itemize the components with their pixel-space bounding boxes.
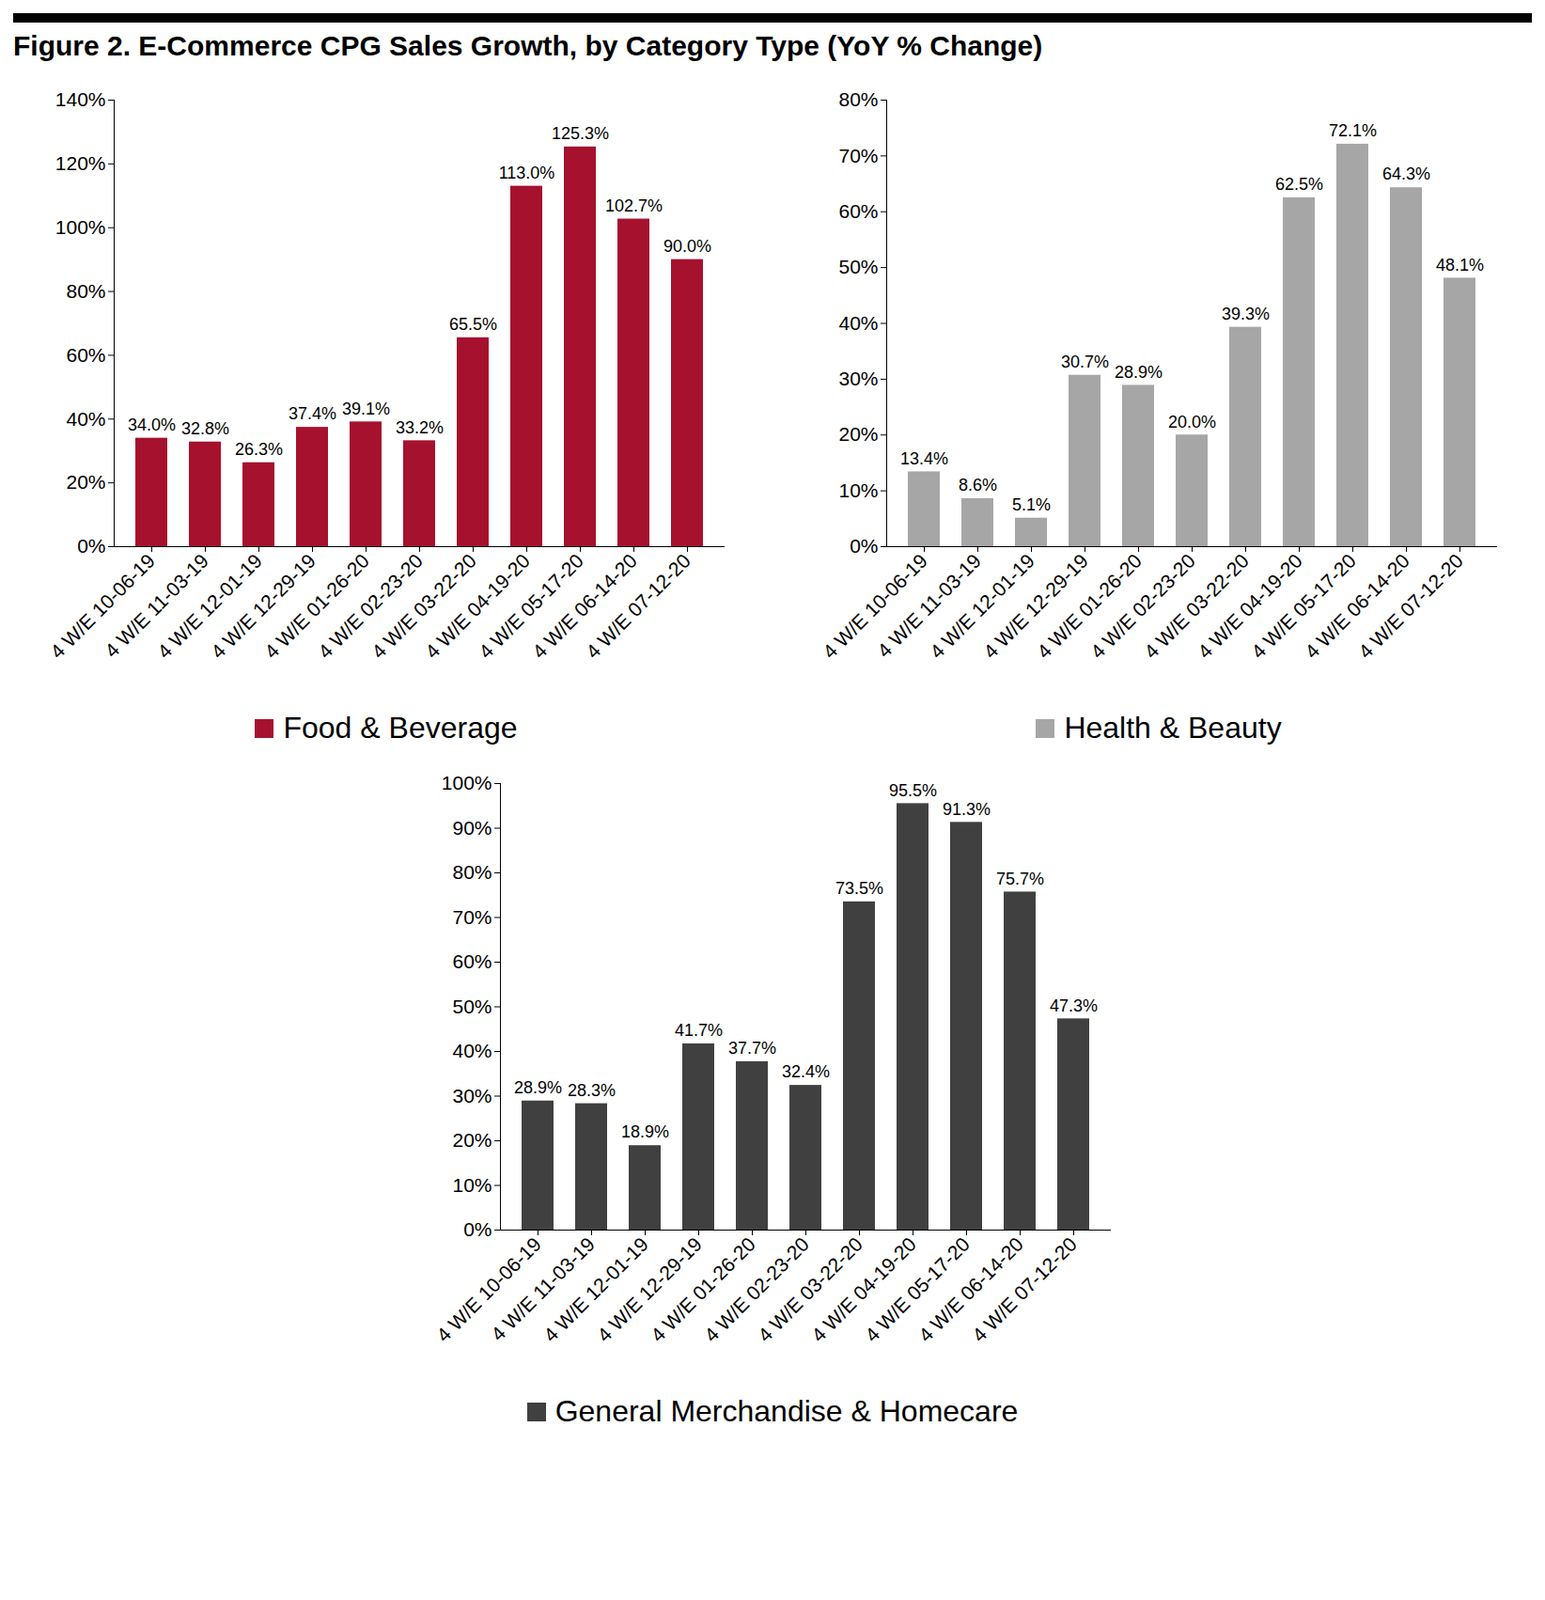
html-text:Health & Beauty: Health & Beauty (1064, 710, 1282, 745)
svg-text:26.3%: 26.3% (234, 439, 283, 459)
svg-text:100%: 100% (441, 771, 493, 794)
svg-text:4 W/E 07-12-20: 4 W/E 07-12-20 (581, 549, 695, 663)
svg-text:4 W/E 11-03-19: 4 W/E 11-03-19 (100, 549, 213, 662)
svg-text:50%: 50% (452, 995, 492, 1017)
svg-text:4 W/E 03-22-20: 4 W/E 03-22-20 (753, 1232, 867, 1346)
svg-text:72.1%: 72.1% (1328, 121, 1377, 141)
svg-text:4 W/E 07-12-20: 4 W/E 07-12-20 (967, 1232, 1081, 1346)
svg-text:37.4%: 37.4% (288, 404, 337, 423)
svg-text:20.0%: 20.0% (1168, 412, 1217, 432)
svg-text:28.9%: 28.9% (514, 1077, 562, 1097)
svg-text:4 W/E 04-19-20: 4 W/E 04-19-20 (807, 1232, 921, 1346)
svg-text:4 W/E 10-06-19: 4 W/E 10-06-19 (432, 1232, 546, 1346)
svg-text:32.8%: 32.8% (181, 419, 230, 438)
svg-text:95.5%: 95.5% (889, 780, 937, 800)
svg-text:4 W/E 05-17-20: 4 W/E 05-17-20 (860, 1232, 974, 1346)
svg-text:20%: 20% (838, 422, 878, 445)
svg-text:4 W/E 01-26-20: 4 W/E 01-26-20 (646, 1232, 760, 1346)
svg-text:8.6%: 8.6% (958, 475, 998, 495)
svg-text:4 W/E 03-22-20: 4 W/E 03-22-20 (367, 549, 481, 663)
svg-text:39.3%: 39.3% (1221, 304, 1270, 324)
svg-text:4 W/E 12-01-19: 4 W/E 12-01-19 (152, 549, 267, 663)
svg-text:47.3%: 47.3% (1049, 996, 1098, 1015)
svg-text:33.2%: 33.2% (395, 418, 444, 437)
svg-text:4 W/E 02-23-20: 4 W/E 02-23-20 (1086, 549, 1200, 663)
svg-text:5.1%: 5.1% (1012, 495, 1051, 515)
svg-text:62.5%: 62.5% (1275, 174, 1324, 194)
svg-text:40%: 40% (838, 312, 878, 334)
svg-text:4 W/E 02-23-20: 4 W/E 02-23-20 (313, 549, 427, 663)
svg-text:91.3%: 91.3% (942, 799, 991, 819)
svg-text:50%: 50% (838, 255, 878, 278)
svg-text:10%: 10% (838, 479, 878, 501)
svg-text:4 W/E 06-14-20: 4 W/E 06-14-20 (914, 1232, 1028, 1346)
svg-text:64.3%: 64.3% (1382, 164, 1431, 184)
svg-text:70%: 70% (452, 905, 492, 928)
svg-text:0%: 0% (77, 534, 106, 557)
svg-text:20%: 20% (65, 470, 106, 493)
svg-text:4 W/E 10-06-19: 4 W/E 10-06-19 (818, 549, 932, 663)
svg-text:4 W/E 05-17-20: 4 W/E 05-17-20 (1246, 549, 1360, 663)
svg-text:37.7%: 37.7% (728, 1038, 777, 1058)
svg-text:4 W/E 12-01-19: 4 W/E 12-01-19 (539, 1232, 653, 1346)
svg-text:20%: 20% (452, 1128, 492, 1151)
svg-text:60%: 60% (65, 343, 106, 366)
svg-text:73.5%: 73.5% (835, 878, 884, 898)
html-text:General Merchandise & Homecare: General Merchandise & Homecare (555, 1393, 1019, 1428)
svg-text:100%: 100% (55, 216, 107, 238)
svg-text:4 W/E 12-01-19: 4 W/E 12-01-19 (925, 549, 1039, 663)
svg-text:140%: 140% (55, 88, 107, 110)
svg-text:18.9%: 18.9% (621, 1122, 670, 1141)
svg-text:41.7%: 41.7% (674, 1020, 723, 1040)
svg-text:4 W/E 06-14-20: 4 W/E 06-14-20 (1300, 549, 1414, 663)
svg-text:80%: 80% (65, 280, 106, 302)
svg-text:4 W/E 12-29-19: 4 W/E 12-29-19 (206, 549, 320, 663)
svg-text:4 W/E 06-14-20: 4 W/E 06-14-20 (527, 549, 642, 663)
svg-text:4 W/E 11-03-19: 4 W/E 11-03-19 (486, 1232, 599, 1345)
svg-text:4 W/E 01-26-20: 4 W/E 01-26-20 (1032, 549, 1146, 663)
svg-text:4 W/E 12-29-19: 4 W/E 12-29-19 (979, 549, 1093, 663)
svg-text:28.3%: 28.3% (567, 1080, 616, 1100)
svg-text:113.0%: 113.0% (499, 163, 556, 183)
svg-text:34.0%: 34.0% (127, 415, 176, 435)
svg-text:90.0%: 90.0% (663, 236, 712, 256)
svg-text:30%: 30% (838, 367, 878, 390)
svg-text:28.9%: 28.9% (1114, 362, 1163, 382)
svg-text:4 W/E 03-22-20: 4 W/E 03-22-20 (1139, 549, 1253, 663)
svg-text:30.7%: 30.7% (1061, 352, 1109, 372)
svg-text:10%: 10% (452, 1173, 492, 1196)
svg-text:30%: 30% (452, 1084, 492, 1107)
svg-text:60%: 60% (838, 200, 878, 222)
svg-text:4 W/E 05-17-20: 4 W/E 05-17-20 (474, 549, 588, 663)
svg-text:75.7%: 75.7% (996, 869, 1045, 889)
svg-text:4 W/E 11-03-19: 4 W/E 11-03-19 (872, 549, 985, 662)
svg-text:32.4%: 32.4% (781, 1061, 830, 1081)
svg-text:4 W/E 02-23-20: 4 W/E 02-23-20 (699, 1232, 814, 1346)
svg-text:80%: 80% (452, 860, 492, 883)
svg-text:39.1%: 39.1% (342, 399, 391, 419)
svg-text:4 W/E 04-19-20: 4 W/E 04-19-20 (1193, 549, 1307, 663)
svg-text:70%: 70% (838, 144, 878, 167)
html-text:Food & Beverage: Food & Beverage (283, 710, 518, 745)
svg-text:4 W/E 04-19-20: 4 W/E 04-19-20 (420, 549, 534, 663)
svg-text:60%: 60% (452, 950, 492, 972)
svg-text:0%: 0% (849, 534, 878, 557)
svg-text:90%: 90% (452, 816, 492, 839)
svg-text:4 W/E 07-12-20: 4 W/E 07-12-20 (1354, 549, 1467, 663)
svg-text:13.4%: 13.4% (900, 449, 949, 469)
svg-text:48.1%: 48.1% (1435, 255, 1484, 275)
svg-text:4 W/E 12-29-19: 4 W/E 12-29-19 (592, 1232, 706, 1346)
svg-text:4 W/E 01-26-20: 4 W/E 01-26-20 (260, 549, 374, 663)
svg-text:40%: 40% (65, 407, 106, 430)
html-text:Figure 2. E-Commerce CPG Sales: Figure 2. E-Commerce CPG Sales Growth, b… (13, 30, 1043, 62)
svg-text:40%: 40% (452, 1039, 492, 1062)
svg-text:65.5%: 65.5% (449, 314, 498, 334)
svg-text:120%: 120% (55, 152, 107, 174)
svg-text:0%: 0% (463, 1217, 492, 1240)
svg-text:125.3%: 125.3% (551, 124, 609, 143)
svg-text:80%: 80% (838, 88, 878, 110)
svg-text:4 W/E 10-06-19: 4 W/E 10-06-19 (45, 549, 159, 663)
svg-text:102.7%: 102.7% (605, 196, 663, 216)
